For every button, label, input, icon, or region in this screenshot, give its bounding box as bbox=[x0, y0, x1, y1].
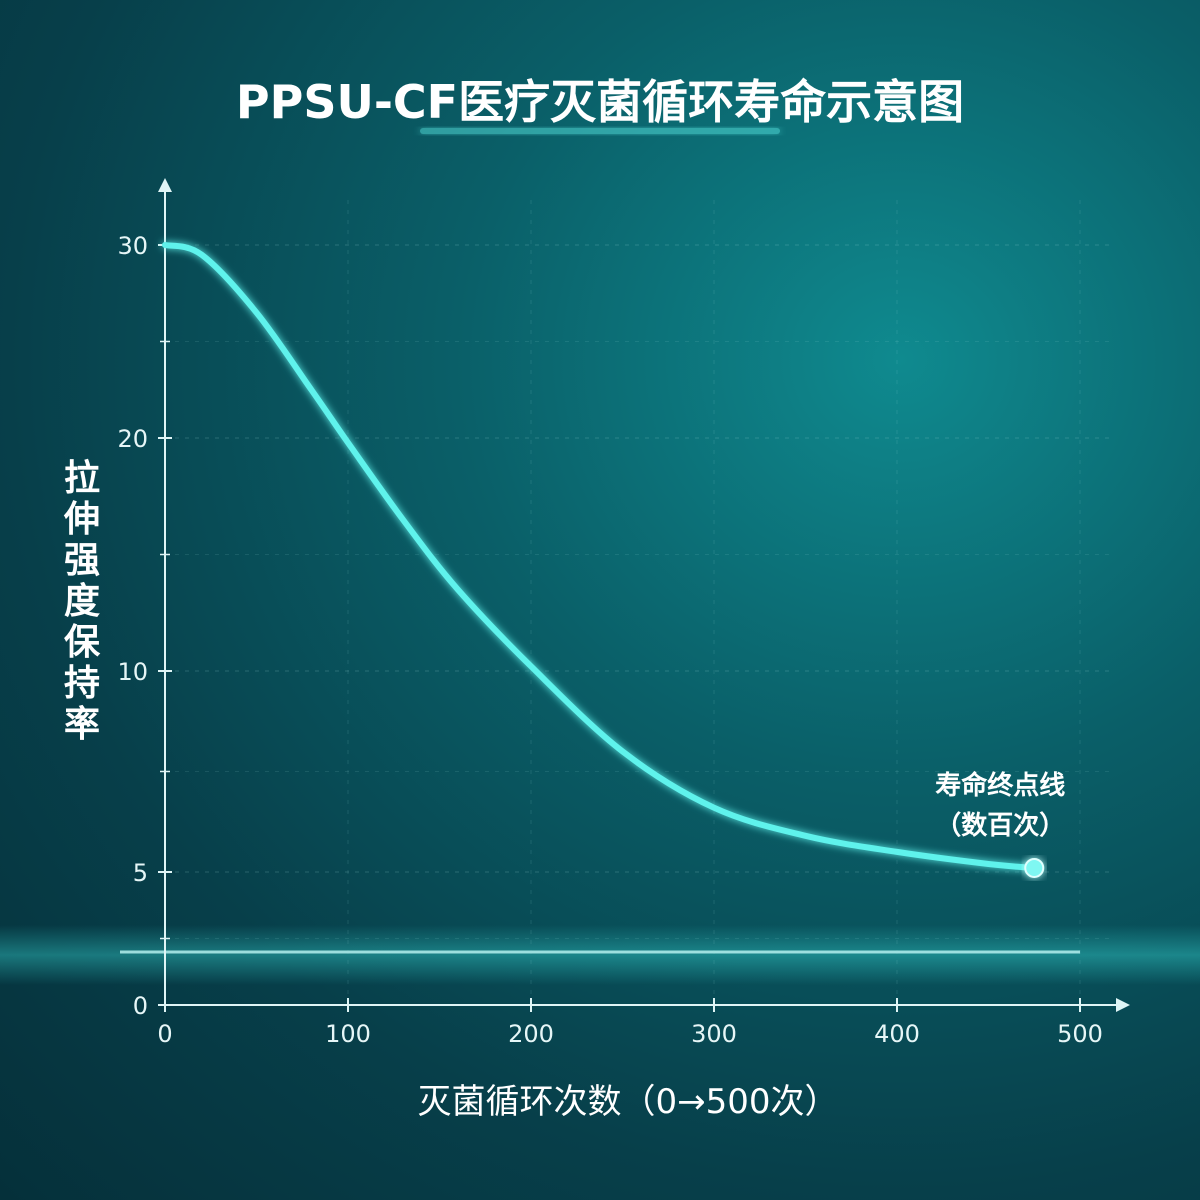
y-axis-label-char: 率 bbox=[64, 704, 100, 745]
x-tick-label: 300 bbox=[691, 1020, 737, 1048]
y-axis-label-char: 强 bbox=[64, 540, 100, 581]
x-tick-label: 0 bbox=[157, 1020, 172, 1048]
title-underglow bbox=[420, 128, 780, 134]
y-axis-label-char: 伸 bbox=[63, 499, 100, 540]
annotation-line-2: （数百次） bbox=[935, 811, 1065, 841]
y-tick-label: 0 bbox=[133, 992, 148, 1020]
end-point-marker bbox=[1024, 857, 1045, 878]
x-axis-label: 灭菌循环次数（0→500次） bbox=[417, 1082, 838, 1122]
y-tick-label: 20 bbox=[117, 425, 148, 453]
y-tick-label: 30 bbox=[117, 232, 148, 260]
y-axis-label-char: 持 bbox=[64, 663, 100, 704]
x-tick-label: 100 bbox=[325, 1020, 371, 1048]
x-tick-label: 500 bbox=[1057, 1020, 1103, 1048]
y-tick-label: 10 bbox=[117, 658, 148, 686]
annotation-line-1: 寿命终点线 bbox=[935, 770, 1065, 801]
y-axis-label: 拉伸强度保持率 bbox=[63, 458, 101, 745]
y-axis-label-char: 保 bbox=[64, 622, 101, 663]
series-line bbox=[162, 242, 1038, 871]
grid bbox=[165, 200, 1110, 1005]
y-axis-label-char: 拉 bbox=[64, 458, 100, 499]
x-tick-label: 400 bbox=[874, 1020, 920, 1048]
y-axis-label-char: 度 bbox=[64, 581, 100, 622]
horizon-glow bbox=[0, 925, 1200, 985]
y-tick-label: 5 bbox=[133, 859, 148, 887]
x-tick-label: 200 bbox=[508, 1020, 554, 1048]
chart-title: PPSU-CF医疗灭菌循环寿命示意图 bbox=[236, 75, 964, 129]
y-axis-arrow-icon bbox=[158, 178, 172, 192]
x-axis-arrow-icon bbox=[1116, 998, 1130, 1012]
